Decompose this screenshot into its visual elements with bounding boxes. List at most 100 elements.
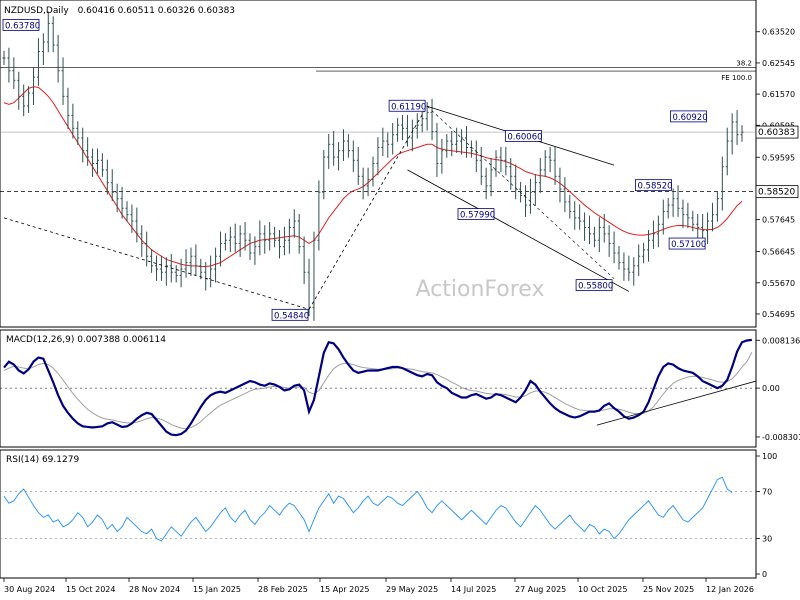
price-bar [179, 258, 183, 288]
price-bar [2, 50, 6, 66]
price-bar [474, 140, 478, 173]
x-tick-label: 15 Apr 2025 [320, 585, 369, 594]
price-bar [656, 215, 660, 248]
price-level-text: 0.57990 [460, 211, 495, 221]
price-bar [268, 222, 272, 251]
price-bar [686, 202, 690, 229]
price-bar [302, 236, 306, 285]
price-level-label: 0.57990 [457, 208, 495, 221]
price-bar [223, 233, 227, 251]
price-bar [71, 103, 75, 139]
price-tick-label: 0.55670 [762, 279, 795, 288]
price-bar [494, 150, 498, 177]
x-tick-label: 30 Aug 2024 [4, 585, 55, 594]
price-bar [253, 236, 257, 265]
price-bar [61, 57, 65, 105]
price-bar [376, 137, 380, 176]
price-bar [504, 146, 508, 176]
price-tick-label: 0.56645 [762, 248, 795, 257]
x-tick-label: 27 Aug 2025 [515, 585, 566, 594]
price-bar [22, 84, 26, 117]
macd-title: MACD(12,26,9) 0.007388 0.006114 [6, 335, 166, 345]
price-bar [17, 71, 21, 110]
price-tick-label: 0.63520 [762, 28, 795, 37]
price-bar [607, 225, 611, 257]
price-bar [145, 231, 149, 267]
price-bar [632, 257, 636, 286]
price-bar [361, 167, 365, 200]
price-bar [322, 150, 326, 200]
price-bar [346, 134, 350, 158]
price-bar [440, 138, 444, 174]
price-tick-label: 0.59595 [762, 153, 795, 162]
x-axis-labels: 30 Aug 2024 15 Oct 2024 28 Nov 2024 15 Jan … [3, 578, 754, 594]
watermark: ActionForex [416, 277, 545, 302]
price-tick-label: 0.54695 [762, 310, 795, 319]
macd-lines-layer [0, 338, 757, 437]
price-bar [327, 134, 331, 169]
price-reference-lines: 38.2 FE 100.0 0.58520 [0, 60, 799, 199]
price-bar [563, 177, 567, 213]
price-bar [194, 244, 198, 277]
price-bar [214, 247, 218, 283]
price-bar [484, 167, 488, 200]
x-tick-label: 15 Oct 2024 [66, 585, 115, 594]
decline-projection-line [426, 106, 615, 279]
x-tick-label: 29 May 2025 [386, 585, 438, 594]
price-bar [150, 249, 154, 273]
price-labels-layer: 0.63780 0.54840 0.61190 0.60060 0.57990 0.558… [2, 19, 708, 321]
macd-trend-line [596, 380, 757, 426]
price-bar [41, 33, 45, 66]
price-bar [135, 207, 139, 243]
price-bar [435, 122, 439, 177]
price-bar [647, 230, 651, 262]
rsi-tick-label: 0 [762, 570, 767, 579]
price-bar [430, 98, 434, 141]
price-bar [597, 217, 601, 253]
long-term-trend-line [3, 217, 310, 310]
x-tick-label: 25 Nov 2025 [643, 585, 694, 594]
price-bar [32, 66, 36, 105]
price-bar [538, 158, 542, 193]
price-bar [159, 255, 163, 281]
price-bar [287, 218, 291, 254]
price-bar [740, 125, 744, 142]
price-bar [46, 11, 50, 53]
price-bar [479, 146, 483, 185]
price-bar [105, 159, 109, 195]
price-level-text: 0.57100 [671, 240, 706, 250]
price-bar [671, 188, 675, 217]
price-level-label: 0.60060 [504, 129, 543, 142]
price-bar [209, 255, 213, 288]
price-bar [489, 158, 493, 197]
macd-tick-label: 0.008136 [762, 336, 800, 345]
price-bar [445, 134, 449, 158]
price-bar [189, 247, 193, 277]
price-bar [12, 57, 16, 89]
price-bar [450, 130, 454, 157]
price-bar [666, 198, 670, 219]
price-bar [356, 146, 360, 185]
price-bar [263, 225, 267, 254]
price-bar [258, 220, 262, 256]
price-bar [366, 167, 370, 197]
macd-tick-label: 0.00 [762, 384, 780, 393]
price-bar [410, 119, 414, 152]
macd-panel-frame [0, 329, 757, 448]
price-bar [273, 226, 277, 248]
price-bar [27, 86, 31, 113]
price-bar [292, 209, 296, 238]
price-bar [543, 150, 547, 177]
price-bar [460, 129, 464, 155]
price-bar [701, 214, 705, 240]
price-bar [592, 226, 596, 248]
price-bar [337, 142, 341, 171]
x-tick-label: 12 Jan 2026 [706, 585, 754, 594]
price-bar [573, 201, 577, 230]
support-price-label: 0.58520 [758, 188, 795, 198]
price-level-text: 0.63780 [5, 21, 40, 31]
price-bar [553, 146, 557, 185]
price-bar [627, 255, 631, 281]
price-level-label: 0.61190 [388, 99, 426, 112]
price-bar [528, 178, 532, 214]
